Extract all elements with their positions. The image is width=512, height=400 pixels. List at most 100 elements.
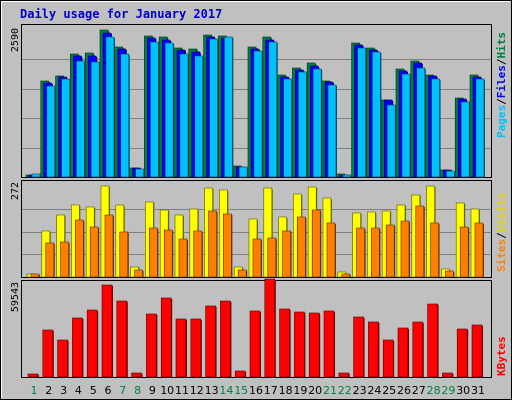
x-tick-day-3: 3 <box>60 384 67 397</box>
bar-kbytes-day-3 <box>57 339 68 378</box>
bar-pages-day-3 <box>61 78 70 178</box>
bar-pages-day-8 <box>135 168 144 178</box>
bar-kbytes-day-19 <box>294 311 305 378</box>
bar-sites-day-12 <box>193 230 203 278</box>
x-tick-day-21: 21 <box>323 384 337 397</box>
x-tick-day-9: 9 <box>149 384 156 397</box>
x-tick-day-26: 26 <box>397 384 411 397</box>
bar-kbytes-day-11 <box>175 318 187 378</box>
bar-kbytes-day-27 <box>412 321 424 378</box>
legend-sep: / <box>495 98 508 105</box>
x-tick-day-30: 30 <box>456 384 470 397</box>
x-tick-day-13: 13 <box>205 384 219 397</box>
x-tick-day-12: 12 <box>190 384 204 397</box>
bar-pages-day-9 <box>150 41 159 178</box>
bar-kbytes-day-9 <box>146 313 157 378</box>
bar-pages-day-2 <box>46 85 56 178</box>
panel-requests-ymax-label: 2590 <box>10 28 21 52</box>
bar-sites-day-1 <box>30 273 40 278</box>
x-tick-day-23: 23 <box>353 384 367 397</box>
bar-kbytes-day-1 <box>27 373 39 378</box>
bar-kbytes-day-4 <box>72 317 83 378</box>
bar-pages-day-20 <box>312 68 322 178</box>
bar-sites-day-26 <box>400 220 410 278</box>
bar-kbytes-day-7 <box>116 300 128 378</box>
x-tick-day-15: 15 <box>234 384 248 397</box>
bar-pages-day-15 <box>238 166 248 178</box>
bar-pages-day-14 <box>224 36 233 178</box>
bar-sites-day-5 <box>89 226 99 278</box>
bar-kbytes-day-17 <box>264 278 276 378</box>
bar-pages-day-1 <box>31 173 41 178</box>
bar-sites-day-16 <box>252 238 262 278</box>
legend-hits: Hits <box>495 32 508 59</box>
x-tick-day-31: 31 <box>471 384 485 397</box>
x-tick-day-22: 22 <box>338 384 352 397</box>
x-tick-day-5: 5 <box>90 384 97 397</box>
x-tick-day-8: 8 <box>134 384 141 397</box>
panel-visits-legend: Sites/Visits <box>495 193 508 273</box>
x-tick-day-28: 28 <box>427 384 441 397</box>
bar-pages-day-22 <box>342 174 352 178</box>
bar-pages-day-5 <box>90 61 100 178</box>
bar-kbytes-day-10 <box>160 297 172 378</box>
x-tick-day-14: 14 <box>219 384 233 397</box>
bar-sites-day-22 <box>341 273 351 278</box>
bar-kbytes-day-26 <box>397 327 409 378</box>
bar-kbytes-day-6 <box>101 284 113 378</box>
bar-pages-day-16 <box>253 50 263 178</box>
x-tick-day-7: 7 <box>119 384 126 397</box>
panel-visits-bars <box>26 185 484 278</box>
x-tick-day-6: 6 <box>105 384 112 397</box>
x-tick-day-17: 17 <box>264 384 278 397</box>
bar-kbytes-day-2 <box>42 329 54 378</box>
bar-sites-day-19 <box>297 216 306 278</box>
bar-pages-day-23 <box>357 47 366 178</box>
bar-sites-day-10 <box>163 229 173 278</box>
x-tick-day-25: 25 <box>382 384 396 397</box>
panel-visits-ymax-label: 272 <box>10 182 21 200</box>
legend-visits: Visits <box>495 193 508 233</box>
bar-pages-day-28 <box>431 78 440 178</box>
bar-pages-day-7 <box>120 53 130 178</box>
x-tick-day-4: 4 <box>75 384 82 397</box>
bar-sites-day-11 <box>178 238 188 278</box>
bar-sites-day-9 <box>149 227 158 278</box>
panel-visits: 272 Sites/Visits <box>10 180 508 278</box>
bar-kbytes-day-15 <box>234 370 246 378</box>
x-tick-day-16: 16 <box>249 384 263 397</box>
bar-sites-day-21 <box>326 222 336 278</box>
bar-kbytes-day-22 <box>338 372 350 378</box>
bar-sites-day-24 <box>371 227 380 278</box>
panel-kbytes: 59543 KBytes <box>10 278 508 378</box>
bar-sites-day-17 <box>267 237 277 278</box>
bar-pages-day-29 <box>446 170 455 178</box>
x-tick-day-24: 24 <box>367 384 381 397</box>
x-tick-day-11: 11 <box>175 384 189 397</box>
bar-sites-day-13 <box>208 210 217 278</box>
legend-sites: Sites <box>495 239 508 272</box>
bar-pages-day-10 <box>164 42 174 178</box>
bar-pages-day-25 <box>386 104 396 178</box>
x-tick-day-27: 27 <box>412 384 426 397</box>
legend-files: Files <box>495 65 508 98</box>
bar-sites-day-7 <box>119 231 129 278</box>
bar-kbytes-day-25 <box>382 339 394 378</box>
bar-pages-day-11 <box>179 53 189 178</box>
bar-sites-day-3 <box>60 241 69 278</box>
legend-sep: / <box>495 58 508 65</box>
bar-sites-day-2 <box>45 242 55 278</box>
bar-pages-day-18 <box>283 78 292 178</box>
legend-pages: Pages <box>495 105 508 138</box>
bar-pages-day-27 <box>416 67 426 178</box>
bar-kbytes-day-12 <box>190 318 202 378</box>
bar-sites-day-15 <box>237 269 247 278</box>
bar-sites-day-4 <box>75 219 84 278</box>
bar-sites-day-27 <box>415 205 425 278</box>
bar-kbytes-day-20 <box>308 312 320 378</box>
bar-pages-day-12 <box>194 55 204 178</box>
legend-sep: / <box>495 232 508 239</box>
bar-sites-day-29 <box>445 270 454 278</box>
bar-sites-day-20 <box>311 209 321 278</box>
